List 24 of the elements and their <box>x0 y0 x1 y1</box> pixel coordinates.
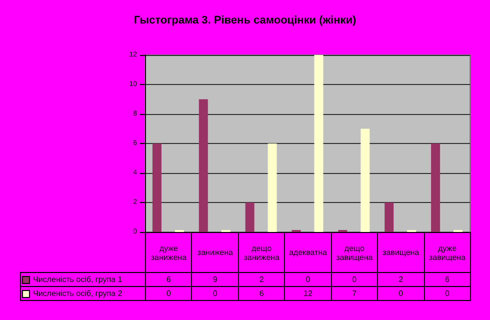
data-label: 2 <box>378 272 424 286</box>
data-label: 0 <box>192 286 238 300</box>
data-label: 7 <box>331 286 378 300</box>
x-tick-label: завищена <box>378 232 424 272</box>
x-tick-label: дуже занижена <box>146 232 192 272</box>
x-tick-label: адекватна <box>284 232 332 272</box>
legend-label: Численість осіб, група 1 <box>20 272 146 286</box>
data-label: 0 <box>284 272 332 286</box>
data-label: 12 <box>284 286 332 300</box>
data-label: 0 <box>331 272 378 286</box>
x-tick-label: дуже завищена <box>424 232 470 272</box>
chart-title: Гыстограма 3. Рівень самооцінки (жінки) <box>134 14 357 26</box>
x-tick-label: занижена <box>192 232 238 272</box>
x-tick-label: дещо завищена <box>331 232 378 272</box>
data-label: 6 <box>238 286 285 300</box>
data-label: 0 <box>424 286 470 300</box>
data-label: 0 <box>146 286 192 300</box>
x-tick-label: дещо занижена <box>238 232 285 272</box>
data-label: 2 <box>238 272 285 286</box>
data-label: 6 <box>424 272 470 286</box>
data-label: 6 <box>146 272 192 286</box>
data-label: 9 <box>192 272 238 286</box>
data-label: 0 <box>378 286 424 300</box>
legend-label: Численість осіб, група 2 <box>20 286 146 300</box>
